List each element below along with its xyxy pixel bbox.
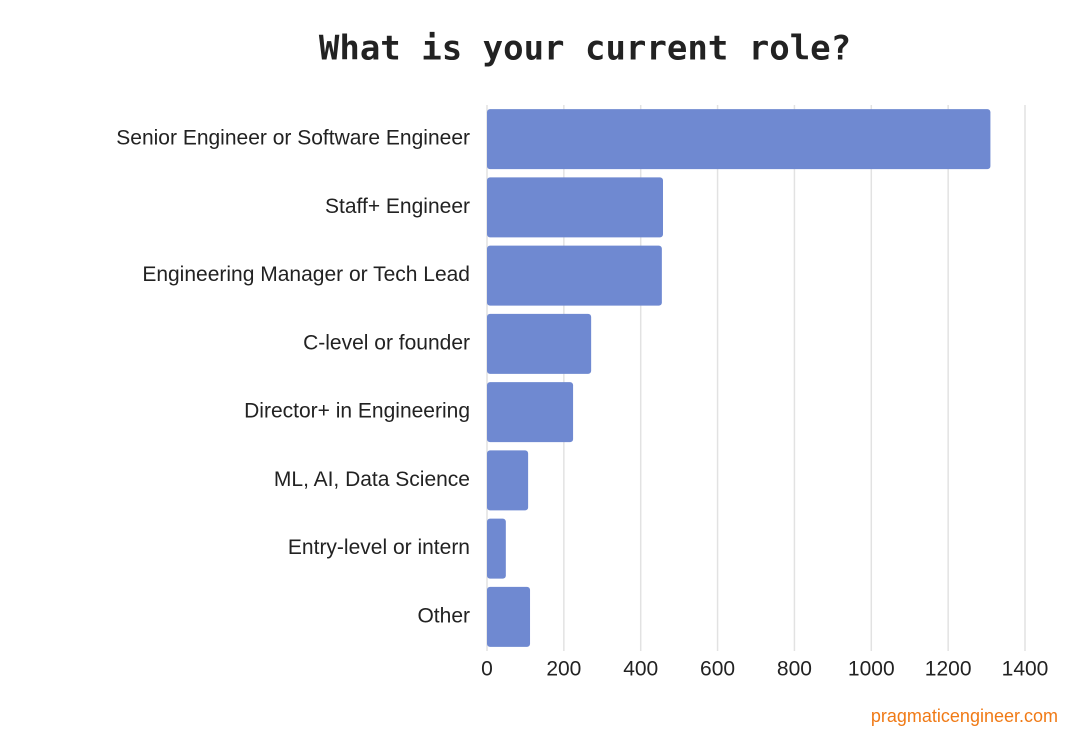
x-tick-label: 600: [700, 658, 735, 681]
x-tick-label: 1200: [925, 658, 972, 681]
bar: [487, 382, 574, 443]
y-tick-label: C-level or founder: [303, 331, 470, 354]
x-tick-label: 1000: [848, 658, 895, 681]
x-tick-label: 800: [777, 658, 812, 681]
y-tick-label: ML, AI, Data Science: [274, 468, 470, 491]
x-tick-label: 400: [623, 658, 658, 681]
y-tick-label: Entry-level or intern: [288, 536, 470, 559]
chart-title: What is your current role?: [319, 29, 851, 69]
y-tick-label: Engineering Manager or Tech Lead: [142, 263, 470, 286]
y-tick-label: Other: [417, 604, 470, 627]
bar: [487, 313, 592, 374]
x-tick-label: 0: [481, 658, 493, 681]
y-tick-label: Senior Engineer or Software Engineer: [116, 127, 470, 150]
x-tick-label: 200: [546, 658, 581, 681]
x-tick-label: 1400: [1002, 658, 1049, 681]
bar: [487, 177, 664, 238]
y-tick-label: Director+ in Engineering: [244, 400, 470, 423]
bar: [487, 586, 531, 647]
bar: [487, 109, 991, 170]
bar: [487, 245, 662, 306]
source: pragmaticengineer.com: [871, 706, 1058, 726]
y-tick-label: Staff+ Engineer: [325, 195, 470, 218]
bar: [487, 450, 529, 511]
bar: [487, 518, 506, 579]
